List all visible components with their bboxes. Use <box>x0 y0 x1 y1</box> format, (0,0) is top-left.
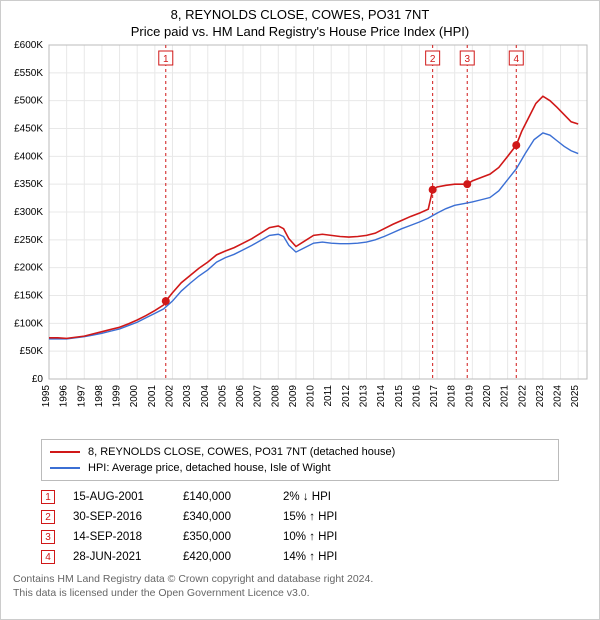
tx-pct: 15% ↑ HPI <box>283 511 353 523</box>
svg-text:£400K: £400K <box>14 151 43 162</box>
tx-price: £420,000 <box>183 551 283 563</box>
tx-marker: 2 <box>41 510 55 524</box>
svg-text:4: 4 <box>513 54 519 65</box>
tx-date: 15-AUG-2001 <box>73 491 183 503</box>
tx-marker: 4 <box>41 550 55 564</box>
svg-text:1995: 1995 <box>41 385 52 408</box>
svg-text:2024: 2024 <box>553 385 564 408</box>
tx-date: 30-SEP-2016 <box>73 511 183 523</box>
svg-text:2011: 2011 <box>323 385 334 407</box>
svg-text:2000: 2000 <box>129 385 140 408</box>
tx-pct: 2% ↓ HPI <box>283 491 353 503</box>
legend-label: HPI: Average price, detached house, Isle… <box>88 462 331 474</box>
tx-marker: 3 <box>41 530 55 544</box>
svg-text:2004: 2004 <box>200 385 211 408</box>
legend-row: 8, REYNOLDS CLOSE, COWES, PO31 7NT (deta… <box>50 444 550 460</box>
transactions-table: 1 15-AUG-2001£140,0002% ↓ HPI 2 30-SEP-2016… <box>41 487 559 567</box>
tx-row: 4 28-JUN-2021£420,00014% ↑ HPI <box>41 547 559 567</box>
title-subtitle: Price paid vs. HM Land Registry's House … <box>11 24 589 39</box>
title-block: 8, REYNOLDS CLOSE, COWES, PO31 7NT Price… <box>1 1 599 41</box>
svg-text:2012: 2012 <box>341 385 352 408</box>
svg-text:£300K: £300K <box>14 207 43 218</box>
svg-text:2009: 2009 <box>288 385 299 408</box>
svg-text:2005: 2005 <box>217 385 228 408</box>
chart-container: 8, REYNOLDS CLOSE, COWES, PO31 7NT Price… <box>0 0 600 620</box>
svg-text:2021: 2021 <box>500 385 511 408</box>
tx-dot <box>512 141 520 149</box>
tx-price: £350,000 <box>183 531 283 543</box>
svg-text:£200K: £200K <box>14 263 43 274</box>
tx-pct: 14% ↑ HPI <box>283 551 353 563</box>
svg-text:1998: 1998 <box>94 385 105 408</box>
footer: Contains HM Land Registry data © Crown c… <box>13 573 559 600</box>
legend: 8, REYNOLDS CLOSE, COWES, PO31 7NT (deta… <box>41 439 559 481</box>
svg-text:2025: 2025 <box>570 385 581 408</box>
svg-text:2016: 2016 <box>411 385 422 408</box>
tx-row: 2 30-SEP-2016£340,00015% ↑ HPI <box>41 507 559 527</box>
tx-price: £140,000 <box>183 491 283 503</box>
svg-text:2018: 2018 <box>447 385 458 408</box>
tx-dot <box>429 186 437 194</box>
legend-swatch <box>50 451 80 453</box>
tx-row: 1 15-AUG-2001£140,0002% ↓ HPI <box>41 487 559 507</box>
svg-text:£500K: £500K <box>14 96 43 107</box>
svg-text:1997: 1997 <box>76 385 87 408</box>
footer-line1: Contains HM Land Registry data © Crown c… <box>13 573 559 587</box>
svg-text:2003: 2003 <box>182 385 193 408</box>
svg-text:£150K: £150K <box>14 291 43 302</box>
svg-text:2010: 2010 <box>306 385 317 408</box>
legend-row: HPI: Average price, detached house, Isle… <box>50 460 550 476</box>
svg-text:2020: 2020 <box>482 385 493 408</box>
svg-text:2006: 2006 <box>235 385 246 408</box>
chart-svg: £0 £50K £100K £150K £200K £250K £300K £350K £400… <box>1 41 600 431</box>
legend-swatch <box>50 467 80 469</box>
tx-row: 3 14-SEP-2018£350,00010% ↑ HPI <box>41 527 559 547</box>
chart-area: £0 £50K £100K £150K £200K £250K £300K £350K £400… <box>1 41 599 431</box>
svg-text:£100K: £100K <box>14 318 43 329</box>
svg-text:1996: 1996 <box>59 385 70 408</box>
tx-pct: 10% ↑ HPI <box>283 531 353 543</box>
svg-text:£550K: £550K <box>14 68 43 79</box>
tx-dot <box>463 180 471 188</box>
svg-text:£50K: £50K <box>20 346 44 357</box>
svg-text:2001: 2001 <box>147 385 158 408</box>
svg-text:£250K: £250K <box>14 235 43 246</box>
svg-text:2: 2 <box>430 54 436 65</box>
svg-text:1: 1 <box>163 54 169 65</box>
tx-date: 28-JUN-2021 <box>73 551 183 563</box>
svg-text:2023: 2023 <box>535 385 546 408</box>
svg-text:2017: 2017 <box>429 385 440 408</box>
svg-text:2014: 2014 <box>376 385 387 408</box>
svg-text:£350K: £350K <box>14 179 43 190</box>
svg-text:2022: 2022 <box>517 385 528 408</box>
svg-text:1999: 1999 <box>112 385 123 408</box>
svg-text:2007: 2007 <box>253 385 264 408</box>
svg-text:£450K: £450K <box>14 124 43 135</box>
legend-label: 8, REYNOLDS CLOSE, COWES, PO31 7NT (deta… <box>88 446 395 458</box>
tx-marker: 1 <box>41 490 55 504</box>
svg-text:2019: 2019 <box>464 385 475 408</box>
svg-text:2002: 2002 <box>164 385 175 408</box>
svg-text:£600K: £600K <box>14 41 43 51</box>
footer-line2: This data is licensed under the Open Gov… <box>13 587 559 601</box>
svg-text:2013: 2013 <box>359 385 370 408</box>
svg-text:2015: 2015 <box>394 385 405 408</box>
svg-text:£0: £0 <box>32 374 44 385</box>
tx-dot <box>162 297 170 305</box>
svg-text:2008: 2008 <box>270 385 281 408</box>
title-address: 8, REYNOLDS CLOSE, COWES, PO31 7NT <box>11 7 589 22</box>
svg-text:3: 3 <box>464 54 470 65</box>
tx-price: £340,000 <box>183 511 283 523</box>
tx-date: 14-SEP-2018 <box>73 531 183 543</box>
